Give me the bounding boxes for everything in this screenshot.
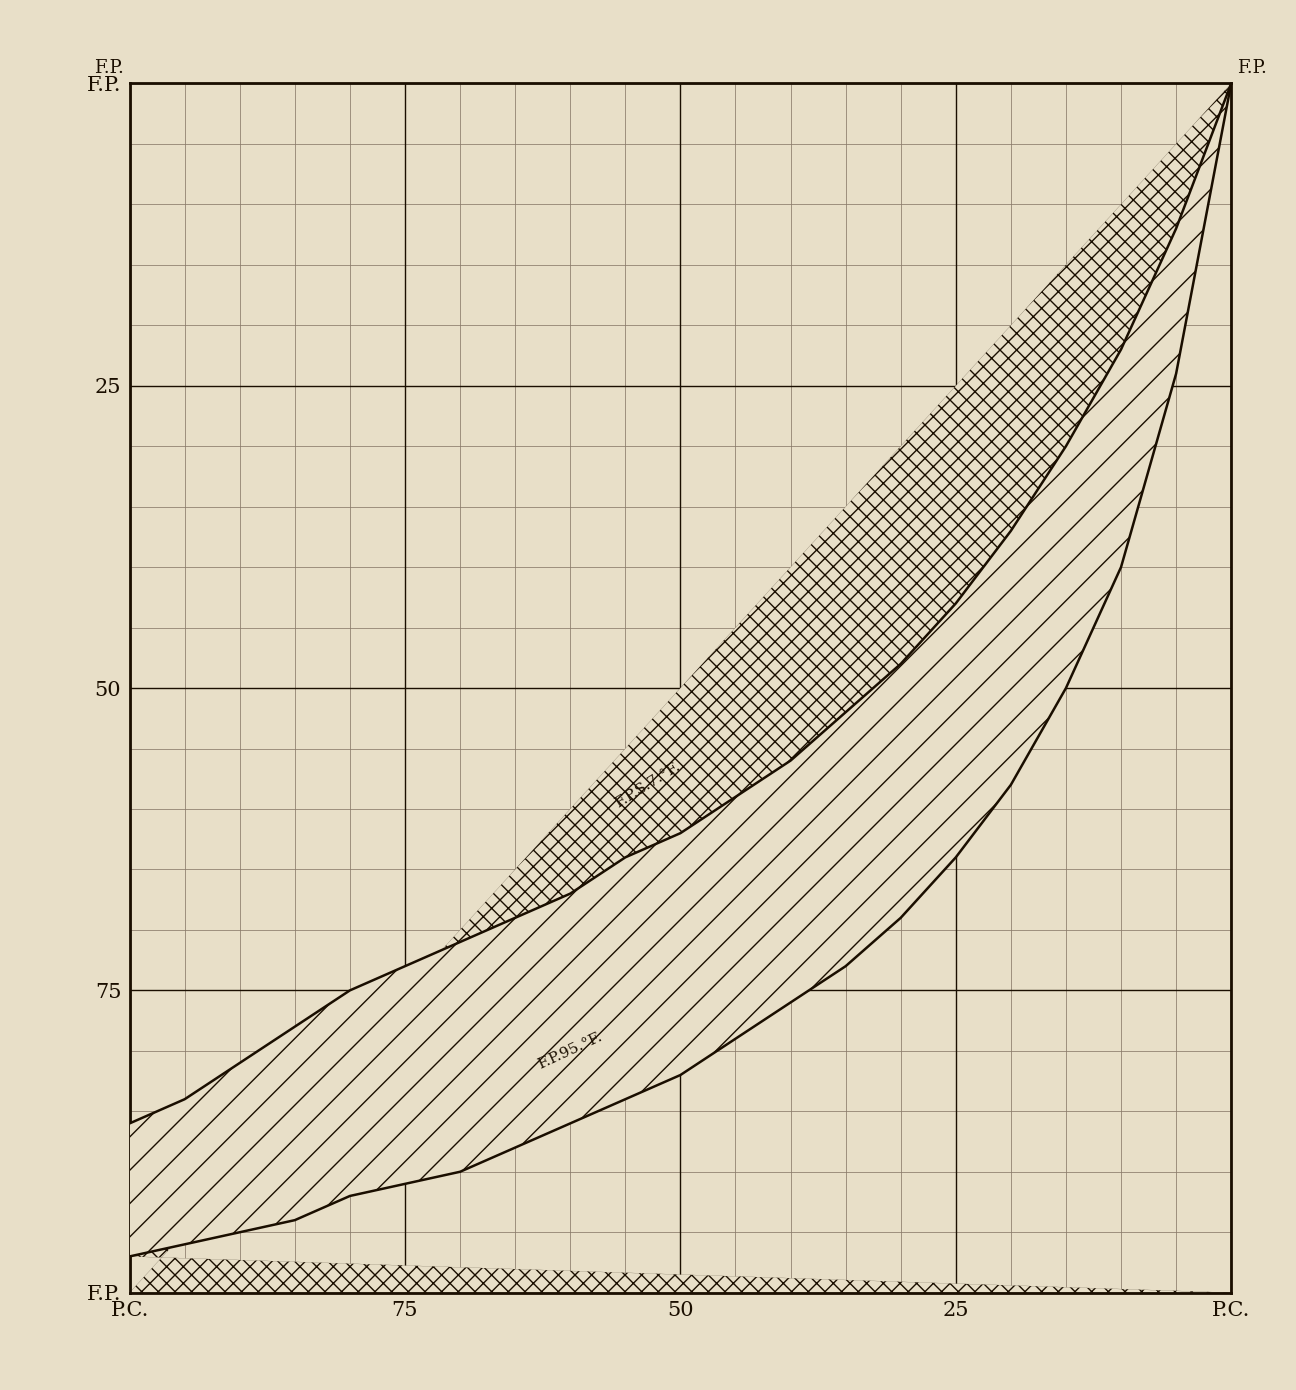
Polygon shape — [130, 83, 1231, 1257]
Text: F.P.: F.P. — [1236, 60, 1266, 78]
Text: F.P.S.7.°F.: F.P.S.7.°F. — [612, 759, 683, 810]
Polygon shape — [130, 83, 1231, 1293]
Text: F.P.: F.P. — [95, 60, 124, 78]
Text: F.P.95.°F.: F.P.95.°F. — [535, 1030, 605, 1072]
